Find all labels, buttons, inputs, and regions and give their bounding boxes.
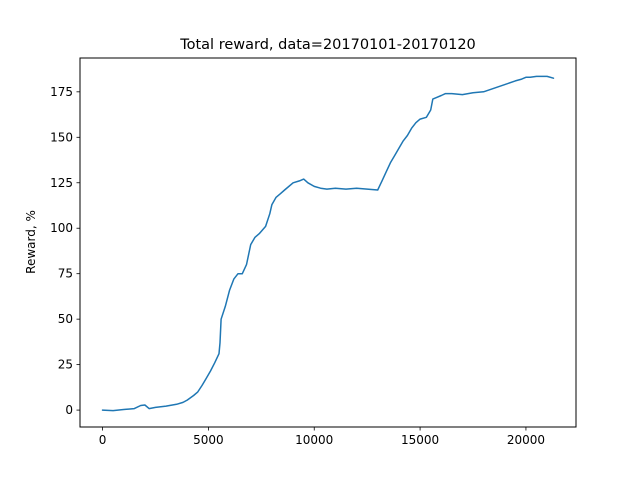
y-tick-label: 25 [58,358,73,372]
plot-area: 0 5000 10000 15000 20000 0 25 50 75 100 125 150 175 [50,75,555,447]
x-tick-label: 20000 [507,433,545,447]
y-tick-label: 100 [50,221,73,235]
y-tick-label: 50 [58,312,73,326]
y-tick-label: 175 [50,85,73,99]
y-tick-label: 125 [50,176,73,190]
x-tick-label: 15000 [401,433,439,447]
chart-title: Total reward, data=20170101-20170120 [179,37,476,53]
x-tick-label: 10000 [295,433,333,447]
y-tick-label: 0 [65,403,73,417]
y-tick-label: 75 [58,267,73,281]
series-line-total-reward [101,75,555,412]
x-tick-label: 5000 [193,433,224,447]
y-tick-label: 150 [50,130,73,144]
x-tick-label: 0 [99,433,107,447]
y-axis-title: Reward, % [24,210,38,274]
plot-frame [79,57,577,428]
